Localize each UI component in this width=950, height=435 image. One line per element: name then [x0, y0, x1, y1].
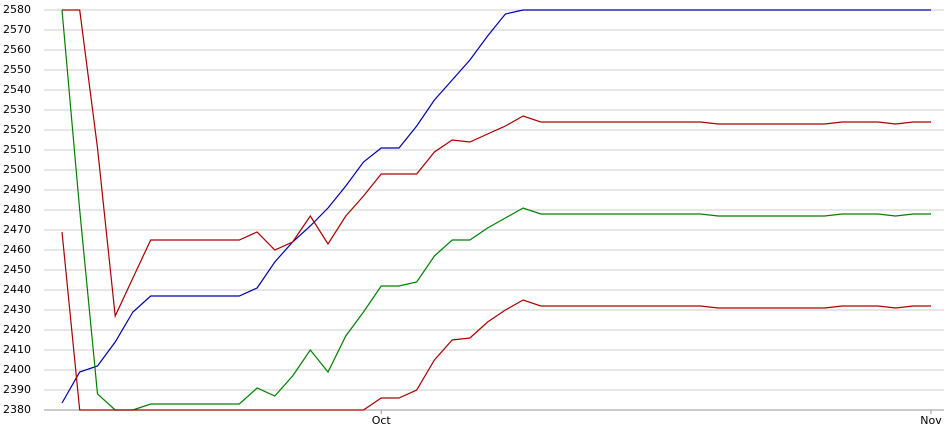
line-series: [61, 9, 931, 404]
y-tick-label: 2560: [3, 43, 31, 56]
y-tick-label: 2570: [3, 23, 31, 36]
x-tick-label: Oct: [372, 414, 392, 427]
y-tick-label: 2390: [3, 383, 31, 396]
line-series: [61, 9, 931, 411]
y-tick-label: 2410: [3, 343, 31, 356]
y-tick-label: 2440: [3, 283, 31, 296]
y-tick-label: 2380: [3, 403, 31, 416]
y-tick-label: 2470: [3, 223, 31, 236]
y-tick-label: 2520: [3, 123, 31, 136]
y-tick-label: 2500: [3, 163, 31, 176]
x-tick-label: Nov: [920, 414, 942, 427]
line-series: [62, 9, 931, 319]
y-tick-label: 2450: [3, 263, 31, 276]
y-tick-label: 2580: [3, 3, 31, 16]
y-tick-label: 2400: [3, 363, 31, 376]
y-tick-label: 2510: [3, 143, 31, 156]
y-tick-label: 2490: [3, 183, 31, 196]
y-tick-label: 2530: [3, 103, 31, 116]
y-tick-label: 2480: [3, 203, 31, 216]
y-tick-label: 2420: [3, 323, 31, 336]
line-series: [61, 231, 931, 411]
y-tick-label: 2460: [3, 243, 31, 256]
y-tick-label: 2550: [3, 63, 31, 76]
y-tick-label: 2540: [3, 83, 31, 96]
y-tick-label: 2430: [3, 303, 31, 316]
